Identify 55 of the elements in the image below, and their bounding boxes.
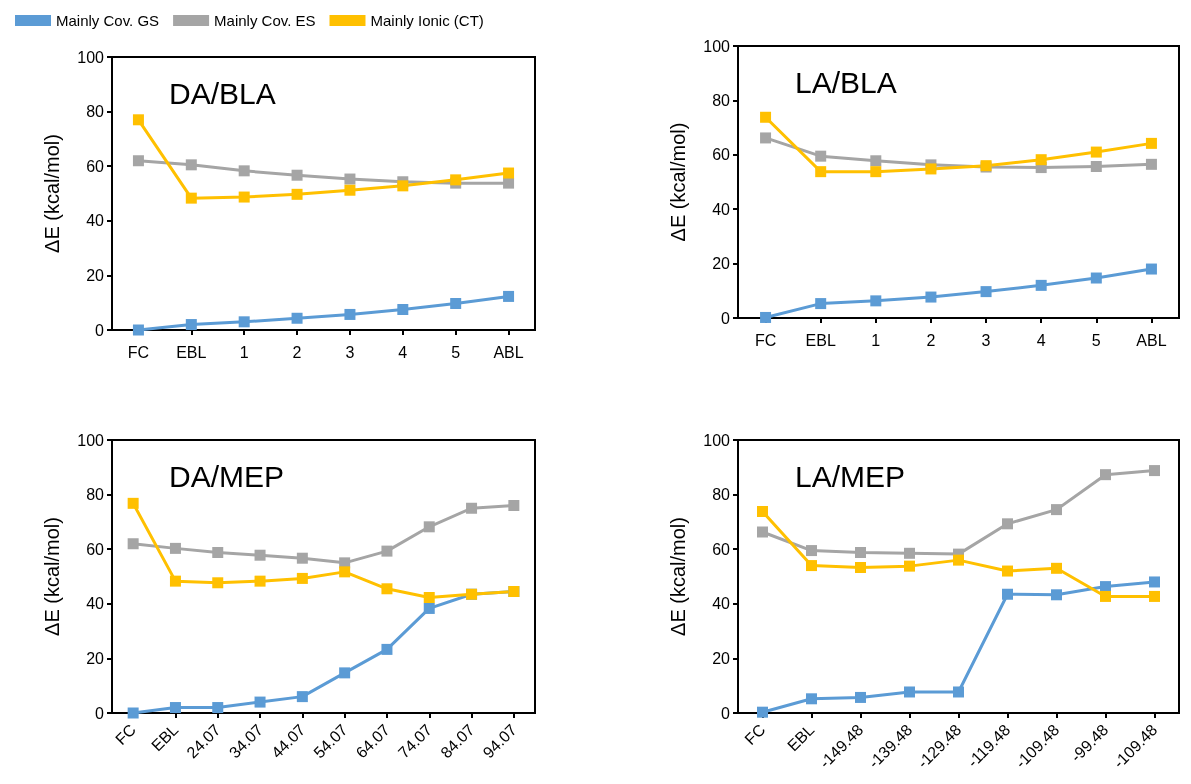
y-tick-label: 20	[712, 649, 731, 667]
y-tick-label: 60	[712, 146, 731, 164]
x-tick-label: 5	[451, 343, 461, 361]
legend-label: Mainly Cov. ES	[214, 12, 316, 29]
x-tick-label: EBL	[176, 343, 207, 361]
y-tick-label: 60	[86, 540, 105, 558]
legend-label: Mainly Cov. GS	[56, 12, 160, 29]
y-tick-label: 80	[86, 486, 105, 504]
x-tick-label: FC	[754, 331, 777, 349]
x-tick-label: 1	[871, 331, 881, 349]
y-tick-label: 60	[712, 540, 731, 558]
y-tick-label: 100	[703, 37, 731, 55]
x-tick-label: FC	[741, 720, 769, 749]
x-tick-label: EBL	[805, 331, 836, 349]
x-tick-label: 2	[292, 343, 302, 361]
text: LA/BLA	[795, 65, 897, 99]
x-tick-label: 4	[398, 343, 408, 361]
x-tick-label: EBL	[784, 720, 818, 755]
y-axis-title: ΔE (kcal/mol)	[667, 122, 689, 242]
y-tick-label: 100	[77, 48, 105, 66]
text: LA/MEP	[795, 459, 906, 493]
x-tick-label: 5	[1091, 331, 1101, 349]
y-axis-title: ΔE (kcal/mol)	[41, 134, 63, 253]
y-tick-label: 80	[86, 103, 105, 121]
x-tick-label: 2	[926, 331, 936, 349]
y-tick-label: 0	[95, 704, 105, 722]
x-tick-label: EBL	[148, 720, 182, 755]
y-tick-label: 0	[721, 704, 731, 722]
text: DA/BLA	[169, 76, 276, 110]
y-tick-label: 100	[77, 431, 105, 449]
legend-label: Mainly Ionic (CT)	[370, 12, 484, 29]
y-tick-label: 40	[86, 212, 105, 230]
y-tick-label: 40	[712, 595, 731, 613]
y-axis-title: ΔE (kcal/mol)	[41, 517, 63, 636]
y-tick-label: 80	[712, 486, 731, 504]
y-tick-label: 100	[703, 431, 731, 449]
y-tick-label: 20	[86, 649, 105, 667]
y-tick-label: 40	[86, 595, 105, 613]
x-tick-label: ABL	[1136, 331, 1167, 349]
y-tick-label: 40	[712, 200, 731, 218]
y-tick-label: 60	[86, 157, 105, 175]
x-tick-label: 3	[345, 343, 355, 361]
x-tick-label: 1	[239, 343, 249, 361]
x-tick-label: 4	[1036, 331, 1046, 349]
y-tick-label: 80	[712, 91, 731, 109]
y-tick-label: 0	[721, 309, 731, 327]
x-tick-label: ABL	[493, 343, 524, 361]
y-axis-title: ΔE (kcal/mol)	[667, 517, 689, 636]
y-tick-label: 0	[95, 321, 105, 339]
y-tick-label: 20	[86, 266, 105, 284]
text: DA/MEP	[169, 459, 285, 493]
x-tick-label: FC	[112, 720, 140, 749]
x-tick-label: 3	[981, 331, 991, 349]
y-tick-label: 20	[712, 255, 731, 273]
x-tick-label: FC	[127, 343, 150, 361]
